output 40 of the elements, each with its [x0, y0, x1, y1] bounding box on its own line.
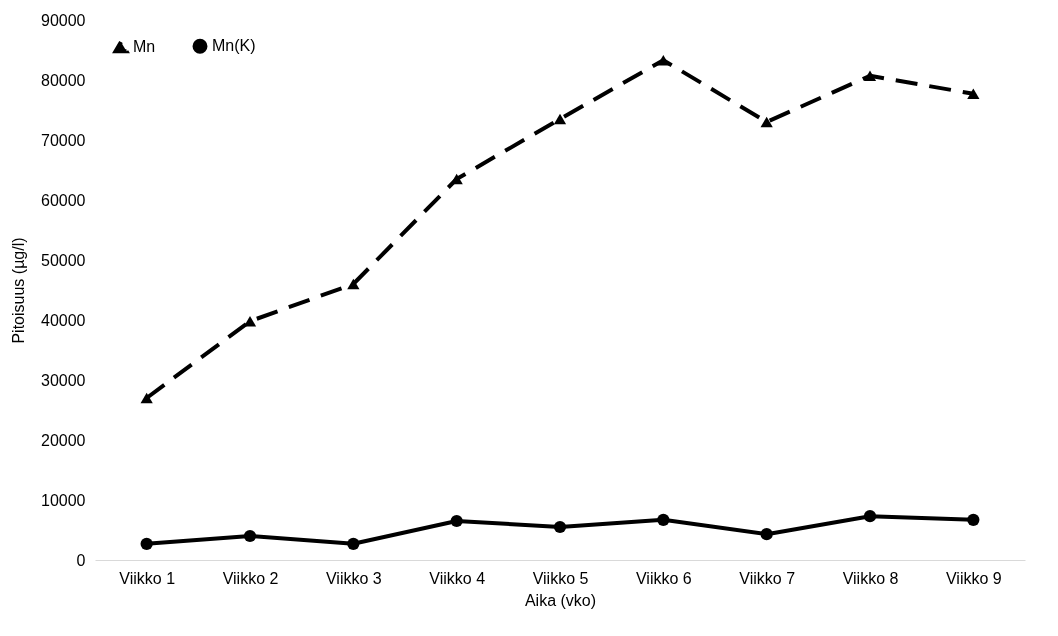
x-axis-title: Aika (vko)	[524, 591, 597, 609]
point	[243, 315, 257, 327]
x-tick-label: Viikko 1	[119, 569, 176, 587]
x-tick-label: Viikko 3	[325, 569, 382, 587]
point	[140, 537, 153, 550]
y-tick-label: 60000	[41, 191, 86, 209]
y-tick-label: 0	[76, 551, 86, 569]
x-tick-label: Viikko 2	[222, 569, 279, 587]
point	[967, 513, 980, 526]
x-tick-label: Viikko 5	[532, 569, 589, 587]
legend-label: Mn	[133, 37, 156, 55]
point	[760, 116, 773, 128]
point	[553, 520, 567, 534]
x-tick-label: Viikko 8	[842, 569, 899, 587]
point	[140, 392, 153, 404]
x-tick-label: Viikko 7	[739, 569, 796, 587]
point	[347, 537, 360, 550]
x-tick-label: Viikko 4	[429, 569, 486, 587]
y-tick-label: 90000	[41, 11, 86, 29]
point	[863, 510, 877, 523]
y-tick-label: 70000	[41, 131, 86, 149]
legend-label: Mn(K)	[212, 37, 256, 55]
point	[657, 54, 670, 66]
y-tick-label: 20000	[41, 431, 86, 449]
point	[760, 528, 773, 541]
point	[243, 529, 257, 543]
y-tick-label: 80000	[41, 71, 86, 89]
y-axis-title: Pitoisuus (µg/l)	[10, 237, 28, 344]
y-tick-label: 10000	[41, 491, 86, 509]
point	[553, 113, 567, 125]
point	[347, 278, 360, 290]
x-tick-label: Viikko 6	[635, 569, 692, 587]
point	[450, 514, 463, 528]
y-tick-label: 40000	[41, 311, 86, 329]
point	[863, 70, 877, 82]
y-tick-label: 50000	[41, 251, 86, 269]
x-tick-label: Viikko 9	[945, 569, 1002, 587]
y-tick-label: 30000	[41, 371, 86, 389]
point	[657, 513, 670, 526]
point	[967, 88, 980, 100]
